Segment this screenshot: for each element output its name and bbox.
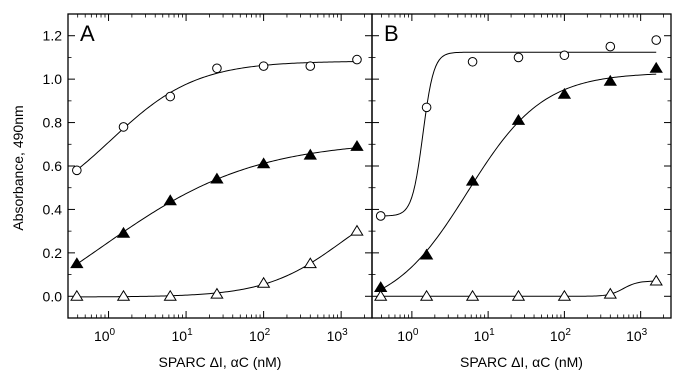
data-point [651,35,662,45]
x-axis-title: SPARC ΔI, αC (nM) [159,354,282,370]
data-point [210,287,224,299]
plot-frame [67,13,373,319]
data-point [421,102,432,113]
data-point [603,287,617,299]
data-point [256,276,271,288]
fit-curve [380,51,657,217]
x-tick-label: 100 [94,327,116,344]
y-tick-label: 1.2 [43,28,63,44]
fit-curve [76,230,358,298]
panel-letter: B [384,21,399,46]
data-point [649,61,663,73]
data-point [467,56,478,67]
data-point [419,248,434,260]
panel-b: 100 101 102 103 B SPARC ΔI, αC (nM) [371,13,672,370]
x-tick-label: 101 [172,327,194,344]
data-point [511,289,526,301]
data-point [116,289,131,301]
data-point [165,91,176,102]
x-tick-label: 102 [550,327,572,344]
data-point [513,52,524,63]
fit-curve [76,61,357,171]
y-tick-label: 1.0 [43,71,63,87]
data-point [350,139,364,151]
data-point [70,257,84,269]
panel-a: 100 101 102 103 0.0 0.2 0.4 0.6 0.8 1.0 1.2 A SPARC … [43,13,373,370]
data-point [603,74,617,86]
data-point [605,41,616,52]
data-point [557,289,572,301]
data-point [258,61,269,71]
panel-letter: A [80,21,95,46]
y-tick-label: 0.4 [43,201,63,217]
data-point [375,211,386,221]
y-tick-label: 0.8 [43,115,63,131]
data-point [116,226,131,238]
data-point [350,224,364,236]
x-tick-label: 103 [327,327,349,344]
data-point [305,61,316,71]
data-point [557,87,572,99]
data-point [256,157,271,169]
data-point [72,165,82,176]
data-point [465,174,480,186]
y-tick-label: 0.2 [43,245,63,261]
x-axis-title: SPARC ΔI, αC (nM) [460,354,583,370]
data-point [511,113,526,125]
data-point [210,172,224,184]
data-point [649,274,663,286]
data-point [303,148,317,160]
x-tick-label: 103 [626,327,648,344]
x-tick-label: 102 [249,327,271,344]
data-point [163,194,177,206]
x-tick-label: 101 [474,327,496,344]
data-point [559,50,570,61]
data-point [303,257,317,269]
data-point [465,289,480,301]
data-point [374,289,388,301]
y-tick-label: 0.0 [43,288,63,304]
data-point [118,122,129,132]
y-tick-label: 0.6 [43,158,63,174]
data-point [212,63,222,74]
fit-curve [76,147,358,265]
data-point [70,289,84,301]
data-point [352,54,362,65]
x-tick-label: 100 [397,327,419,344]
y-axis-title: Absorbance, 490nm [10,105,26,230]
data-point [163,289,177,301]
data-point [419,289,434,301]
